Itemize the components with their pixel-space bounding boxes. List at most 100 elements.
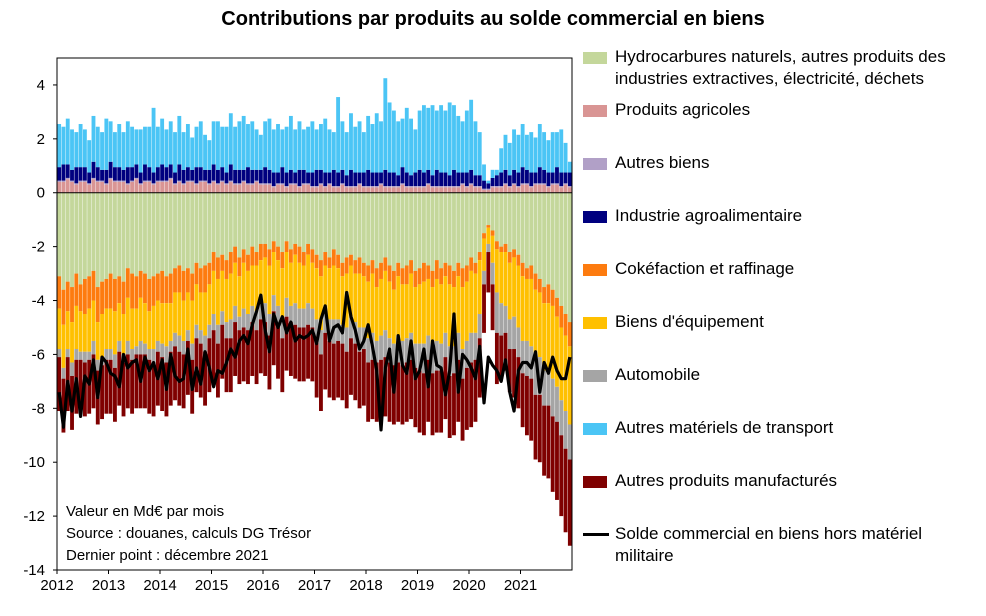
bar-segment [151,349,156,363]
bar-segment [91,192,96,271]
bar-segment [237,121,242,170]
bar-segment [396,262,401,277]
bar-segment [185,180,190,182]
bar-segment [391,343,396,366]
bar-segment [460,183,465,185]
bar-segment [473,273,478,333]
bar-segment [434,340,439,371]
bar-segment [426,278,431,336]
bar-segment [276,192,280,247]
bar-segment [224,278,229,323]
bar-segment [555,132,559,168]
bar-segment [391,110,396,173]
bar-segment [409,187,413,193]
bar-segment [490,230,495,236]
bar-segment [297,169,302,186]
bar-segment [173,184,177,193]
bar-segment [494,241,499,250]
bar-segment [314,340,319,398]
bar-segment [366,338,371,363]
bar-segment [293,192,298,244]
bar-segment [473,332,478,360]
bar-segment [555,316,559,387]
bar-segment [108,161,113,178]
plot-frame [56,57,573,571]
bar-segment [379,262,383,279]
bar-segment [396,276,401,336]
bar-segment [306,254,310,304]
bar-segment [65,164,70,178]
bar-segment [550,289,555,306]
bar-segment [147,167,152,181]
bar-segment [391,186,396,188]
x-tick-label: 2012 [40,577,73,594]
bar-segment [404,284,409,339]
bar-segment [104,349,109,360]
bar-segment [477,314,482,339]
bar-segment [224,184,229,193]
bar-segment [314,268,319,320]
bar-segment [254,129,259,170]
bar-segment [143,273,147,304]
legend-label: Autres biens [615,153,710,172]
bar-segment [550,378,555,417]
bar-segment [512,183,516,185]
bar-segment [327,129,332,173]
bar-segment [520,183,525,185]
bar-segment [469,270,474,333]
bar-segment [87,140,92,173]
bar-segment [486,243,491,253]
series-produits-agricoles [57,179,572,193]
bar-segment [246,124,250,168]
bar-segment [344,257,349,274]
bar-segment [396,362,401,422]
bar-segment [374,113,379,173]
bar-segment [314,186,319,188]
bar-segment [237,330,242,385]
bar-segment [61,367,66,379]
bar-segment [533,172,538,184]
bar-segment [327,172,332,184]
bar-segment [379,183,383,185]
bar-segment [100,365,104,420]
bar-segment [319,276,323,331]
bar-segment [267,314,272,336]
bar-segment [413,270,418,288]
bar-segment [74,192,79,274]
bar-segment [297,327,302,382]
bar-segment [379,359,383,420]
bar-segment [546,405,551,479]
bar-segment [143,343,147,355]
bar-segment [276,184,280,193]
bar-segment [203,335,207,352]
bar-segment [452,346,456,374]
bar-segment [125,183,130,185]
bar-segment [224,126,229,173]
bar-segment [550,172,555,184]
bar-segment [233,126,238,170]
bar-segment [396,121,401,176]
bar-segment [447,175,452,186]
bar-segment [250,322,255,376]
bar-segment [228,273,233,320]
bar-segment [447,265,452,285]
bar-segment [280,129,285,168]
bar-segment [542,405,547,476]
bar-segment [143,180,147,182]
bar-segment [288,249,293,263]
bar-segment [164,192,169,277]
bar-segment [447,375,452,438]
bar-segment [456,332,461,360]
bar-segment [499,148,504,173]
bar-segment [82,192,87,279]
bar-segment [323,118,328,173]
bar-segment [284,192,289,242]
bar-segment [138,192,143,271]
bar-segment [516,327,521,358]
bar-segment [426,169,431,184]
bar-segment [164,303,169,347]
bar-segment [233,305,238,323]
bar-segment [520,184,525,193]
bar-segment [254,180,259,182]
bar-segment [151,192,156,277]
